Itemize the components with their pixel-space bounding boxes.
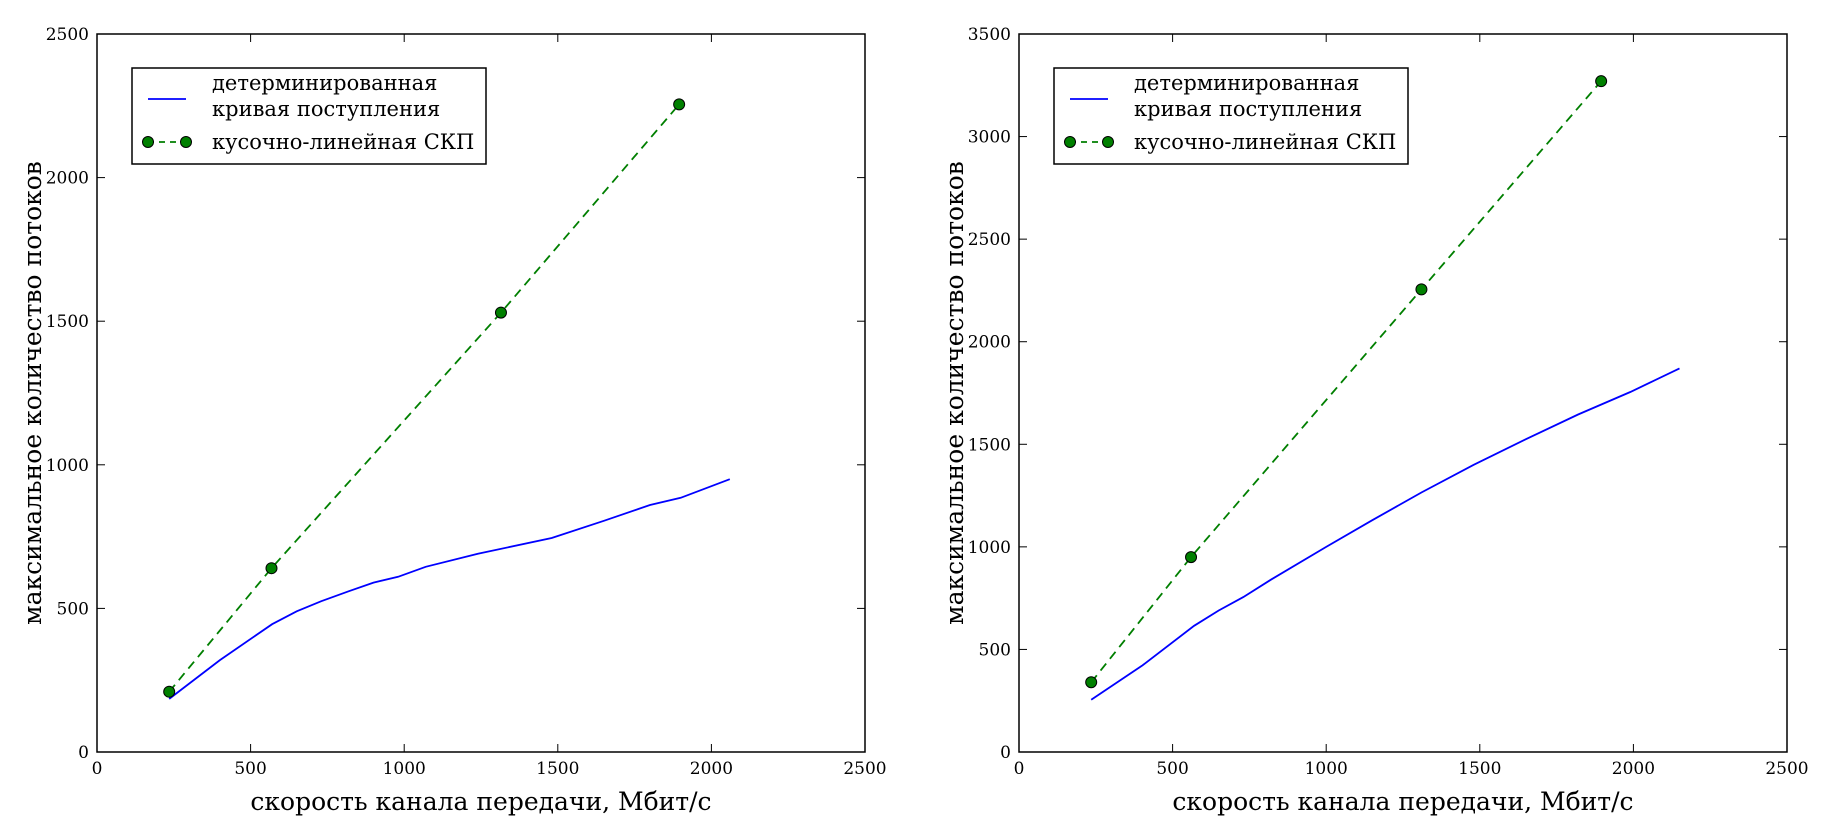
chart-1-y-tick-label: 2000 <box>46 169 89 189</box>
chart-2-series-2-point <box>1085 676 1098 689</box>
chart-1-legend-label-1-line-2: кривая поступления <box>212 97 440 121</box>
chart-1-y-tick-label: 500 <box>57 599 89 619</box>
chart-1-x-tick-label: 500 <box>234 759 266 779</box>
chart-2-y-tick-label: 1000 <box>968 538 1011 558</box>
chart-2-x-tick-label: 0 <box>1014 759 1025 779</box>
chart-2-x-tick-label: 2500 <box>1765 759 1808 779</box>
chart-2-y-tick-label: 3500 <box>968 25 1011 45</box>
chart-1-x-tick-label: 2500 <box>843 759 886 779</box>
chart-1-y-tick-label: 2500 <box>46 25 89 45</box>
chart-1-series-2-point <box>163 685 176 698</box>
chart-1-legend-marker <box>142 136 154 148</box>
chart-2-y-tick-label: 3000 <box>968 128 1011 148</box>
chart-2-plot-frame <box>1018 33 1788 753</box>
chart-1-series-2-line <box>168 103 680 693</box>
chart-1-series-2-point <box>673 98 686 111</box>
chart-1-series-2-point <box>494 306 507 319</box>
chart-2-legend-marker <box>1064 136 1076 148</box>
chart-1-series-2-point <box>265 562 278 575</box>
chart-1-x-axis-label: скорость канала передачи, Мбит/с <box>250 787 711 816</box>
chart-2-x-tick-label: 500 <box>1156 759 1188 779</box>
chart-1-x-tick-label: 2000 <box>690 759 733 779</box>
chart-1-plot-frame <box>96 33 866 753</box>
chart-2-series-2-point <box>1595 75 1608 88</box>
chart-2-legend-label-1-line-2: кривая поступления <box>1134 97 1362 121</box>
chart-1-legend-label-2: кусочно-линейная СКП <box>212 130 474 154</box>
chart-2-series-2-line <box>1090 80 1602 683</box>
chart-1-legend-box <box>131 67 487 165</box>
chart-1-series-1-line <box>168 478 731 700</box>
chart-2-panel: 0 500 1000 1500 2000 2500 0 500 1000 1500 2000 2500… <box>940 25 1809 816</box>
chart-2-series-1-line <box>1090 367 1680 701</box>
chart-1-y-tick-label: 1000 <box>46 456 89 476</box>
chart-1-legend-label-1-line-1: детерминированная <box>212 71 437 95</box>
chart-2-y-tick-label: 500 <box>979 640 1011 660</box>
chart-1-panel: 0 500 1000 1500 2000 2500 0 500 1000 1500 2000 2500… <box>18 25 887 816</box>
chart-1-y-tick-label: 1500 <box>46 312 89 332</box>
chart-2-x-tick-label: 1000 <box>1305 759 1348 779</box>
chart-2-y-tick-label: 2000 <box>968 333 1011 353</box>
chart-1-x-tick-label: 1000 <box>383 759 426 779</box>
chart-2-y-tick-label: 1500 <box>968 435 1011 455</box>
chart-2-y-axis-label: максимальное количество потоков <box>940 161 969 625</box>
chart-1-y-axis-label: максимальное количество потоков <box>18 161 47 625</box>
chart-2-x-tick-label: 2000 <box>1612 759 1655 779</box>
chart-1-legend-marker <box>180 136 192 148</box>
chart-2-y-tick-label: 2500 <box>968 230 1011 250</box>
chart-2-legend-box <box>1053 67 1409 165</box>
chart-2-x-tick-label: 1500 <box>1458 759 1501 779</box>
chart-2-series-2-point <box>1185 551 1198 564</box>
chart-1-x-tick-label: 1500 <box>536 759 579 779</box>
chart-2-x-axis-label: скорость канала передачи, Мбит/с <box>1172 787 1633 816</box>
chart-2-series-2-point <box>1415 283 1428 296</box>
chart-1-x-tick-label: 0 <box>92 759 103 779</box>
chart-2-y-tick-label: 0 <box>1000 743 1011 763</box>
chart-2-legend-label-2: кусочно-линейная СКП <box>1134 130 1396 154</box>
chart-1-y-tick-label: 0 <box>78 743 89 763</box>
chart-2-legend-marker <box>1102 136 1114 148</box>
chart-2-legend-label-1-line-1: детерминированная <box>1134 71 1359 95</box>
